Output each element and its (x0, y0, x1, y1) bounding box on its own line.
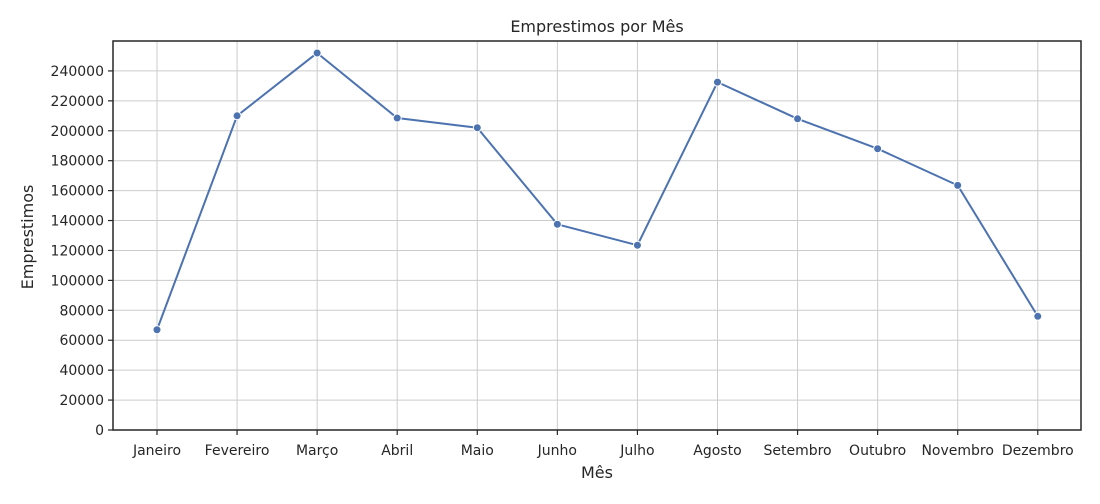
y-tick-label: 220000 (51, 94, 104, 110)
data-point (232, 111, 242, 121)
y-axis-label: Emprestimos (18, 185, 37, 290)
data-point (392, 113, 402, 123)
x-tick-label: Setembro (763, 443, 831, 459)
x-tick-label: Maio (461, 443, 494, 459)
x-tick-label: Março (296, 443, 338, 459)
x-tick-label: Fevereiro (205, 443, 270, 459)
data-point (953, 180, 963, 190)
y-tick-label: 20000 (59, 393, 104, 409)
x-axis-label: Mês (581, 463, 613, 482)
data-point (552, 219, 562, 229)
x-tick-label: Junho (537, 443, 577, 459)
y-tick-label: 40000 (59, 363, 104, 379)
data-point (793, 114, 803, 124)
series-layer (152, 48, 1043, 335)
y-tick-label: 140000 (51, 214, 104, 230)
x-tick-label: Dezembro (1002, 443, 1074, 459)
y-tick-label: 180000 (51, 154, 104, 170)
x-tick-label: Janeiro (132, 443, 181, 459)
data-point (312, 48, 322, 58)
x-tick-label: Abril (381, 443, 413, 459)
data-point (873, 144, 883, 154)
data-point (712, 77, 722, 87)
x-tick-label: Novembro (921, 443, 993, 459)
data-point (152, 325, 162, 335)
axes: 0 20000 40000 60000 80000 100000 120000 140000 1… (51, 64, 1074, 459)
y-tick-label: 80000 (59, 303, 104, 319)
x-tick-label: Julho (619, 443, 654, 459)
series-line (156, 51, 1039, 331)
chart-title: Emprestimos por Mês (510, 17, 683, 36)
grid (113, 41, 1081, 431)
data-point (472, 123, 482, 133)
plot-frame (112, 40, 1082, 431)
y-tick-label: 60000 (59, 333, 104, 349)
x-tick-label: Outubro (849, 443, 906, 459)
y-tick-label: 200000 (51, 124, 104, 140)
data-point (632, 240, 642, 250)
data-point (1033, 311, 1043, 321)
y-tick-label: 0 (95, 423, 104, 439)
y-tick-label: 120000 (51, 243, 104, 259)
y-tick-label: 240000 (51, 64, 104, 80)
y-tick-label: 160000 (51, 184, 104, 200)
x-tick-label: Agosto (693, 443, 741, 459)
y-tick-label: 100000 (51, 273, 104, 289)
